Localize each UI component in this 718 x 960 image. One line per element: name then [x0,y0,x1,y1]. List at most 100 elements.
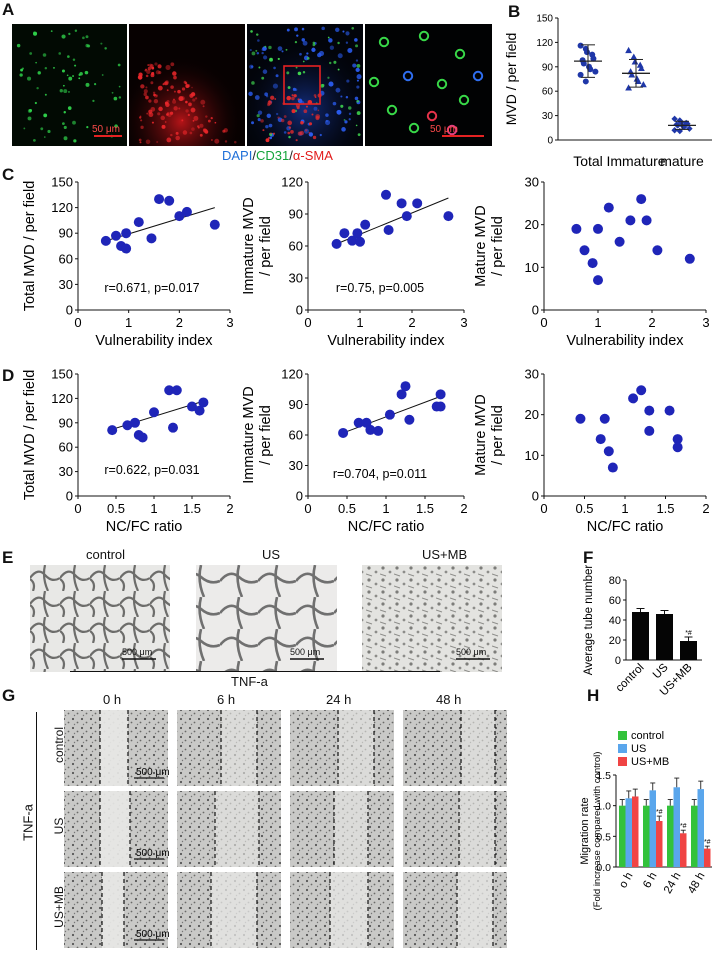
zoom-cell [402,70,414,82]
dapi-dot [292,87,296,91]
cd31-dot [63,125,67,130]
x-tick-label: 0.5 [338,501,356,516]
cd31-dot [29,52,33,55]
cd31-dot [118,96,122,99]
dapi-dot [263,55,268,60]
merged-sma-dot [308,132,311,134]
merged-sma-dot [300,120,304,125]
merged-sma-dot [280,118,285,123]
sma-dot [165,64,171,71]
data-point [577,71,584,78]
sma-dot [222,129,226,133]
data-point [365,424,376,435]
merged-cd31-dot [343,119,346,121]
sma-dot [145,139,151,145]
y-tick-label: 150 [536,14,553,25]
sma-dot [173,98,175,101]
data-point [168,422,178,433]
time-label-48h: 48 h [436,692,462,707]
y-tick-label: 0 [547,136,553,147]
bar [619,805,626,867]
dapi-dot [325,113,329,117]
dapi-dot [250,65,254,68]
panel-e-images: 500 μm 500 μm 500 μm [30,565,502,672]
tnf-bracket-line [70,671,440,672]
sma-dot [207,119,211,123]
y-axis-label: Immature MVD [242,386,257,484]
sma-dot [169,111,174,115]
wound-area [330,872,368,948]
bar [656,614,673,660]
dapi-dot [256,52,260,55]
data-point [164,195,175,206]
legend-label: control [631,730,664,742]
x-tick-label: 0 [540,315,547,330]
sma-dot [199,123,204,128]
y-tick-label: 120 [281,175,303,190]
sma-dot [203,128,208,133]
correlation-annotation: r=0.75, p=0.005 [336,281,424,295]
tube-image-us [196,565,337,672]
data-point [575,413,586,424]
data-point [164,385,175,396]
sma-dot [166,137,172,143]
dapi-dot [257,39,260,42]
cd31-dot [63,136,68,141]
y-tick-label: 30 [542,111,554,122]
sma-dot [146,69,151,74]
y-tick-label: 120 [536,38,553,49]
data-point [672,434,683,445]
time-label-0h: 0 h [103,692,122,707]
y-tick-label: 30 [289,458,303,473]
merged-sma-dot [291,109,296,114]
y-tick-label: 120 [51,200,73,215]
dapi-dot [321,26,325,31]
cd31-dot [78,77,81,80]
data-point [121,228,132,239]
dapi-dot [329,45,335,50]
chart-c2-immature-vs-vi: 0 30 60 90 120 0 1 2 3 Vulnerability index Immatur… [242,175,468,350]
bar [632,612,649,660]
data-point [373,425,384,436]
dapi-dot [347,47,353,53]
sma-dot [161,124,166,129]
sma-dot [147,66,152,71]
dapi-dot [313,106,318,111]
cd31-dot [85,35,89,39]
data-point [133,217,144,228]
y-tick-label: 20 [525,407,539,422]
cd31-dot [86,126,89,129]
dapi-dot [277,46,283,51]
tube-label-usmb: US+MB [422,547,468,562]
sma-dot [187,84,191,88]
cd31-dot [33,138,36,142]
sma-dot [202,105,205,108]
data-point [625,215,636,226]
significance-mark: *# [680,823,687,830]
y-tick-label: 150 [51,367,73,382]
cd31-dot [19,73,23,77]
sma-dot [210,139,213,141]
cd31-dot [73,139,77,143]
data-point [339,228,350,239]
data-point [652,245,663,256]
data-point [100,235,111,246]
cd31-dot [47,129,51,134]
sma-dot [155,70,161,75]
dapi-dot [269,136,273,140]
sma-dot [164,121,167,123]
sma-dot [166,113,169,116]
migration-scale-label: 500 μm [136,767,170,778]
tube-scale-label-1: 500 μm [122,647,152,657]
cd31-dot [37,71,41,75]
panel-f-letter: F [583,548,594,567]
sma-dot [178,96,184,102]
y-tick-label: 1.5 [596,770,611,782]
data-point [577,42,584,49]
data-point [338,427,349,438]
cd31-dot [74,29,78,32]
y-tick-label: 30 [525,175,539,190]
data-point [381,189,391,200]
dapi-dot [281,50,284,53]
merged-cd31-dot [286,71,290,75]
